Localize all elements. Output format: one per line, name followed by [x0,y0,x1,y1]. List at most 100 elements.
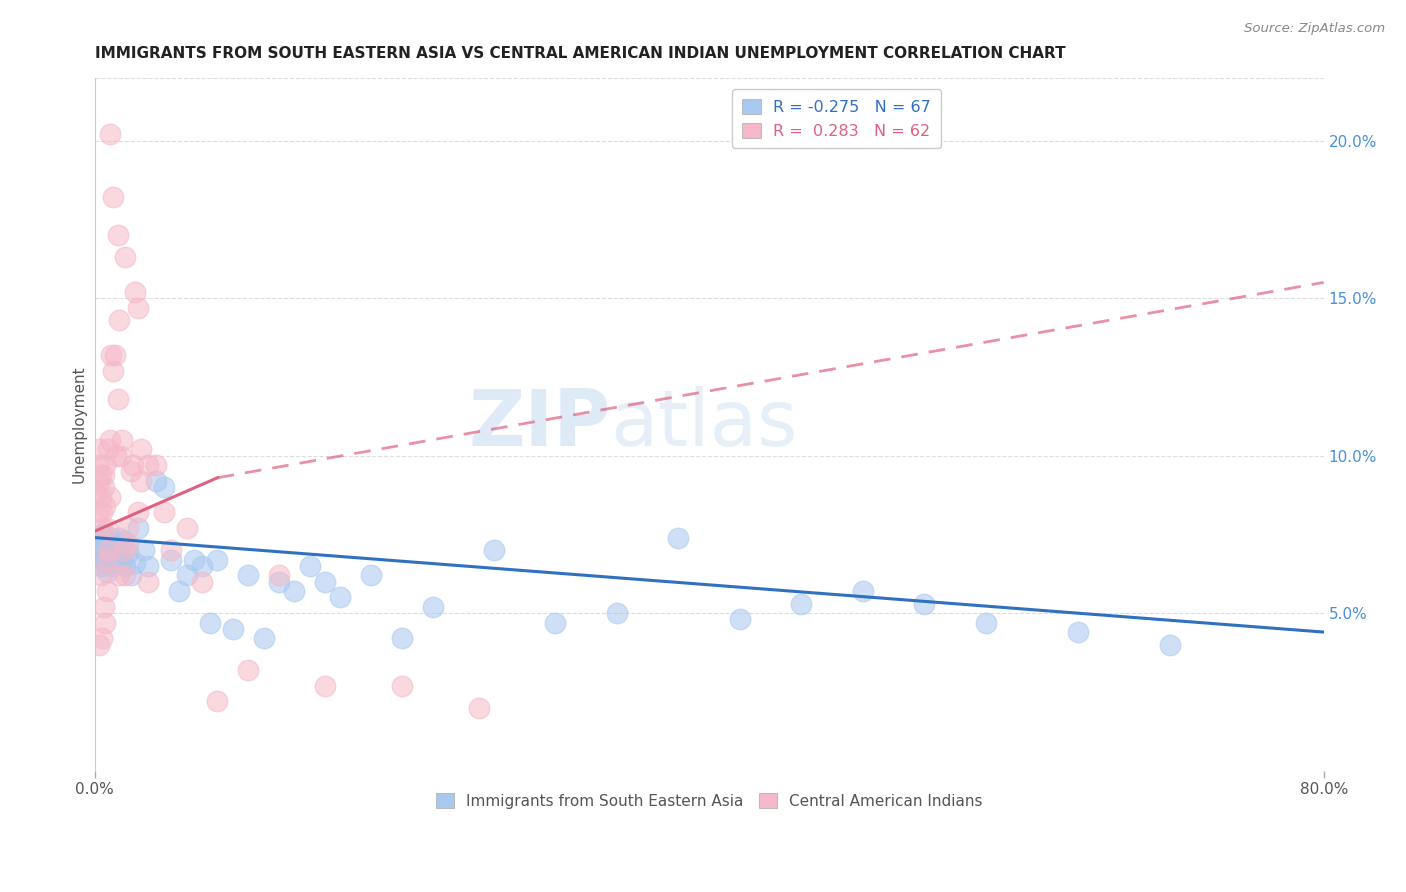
Point [93,527,115,541]
Point [974,615,997,630]
Point [110,449,132,463]
Point [391,679,413,693]
Point [422,599,444,614]
Point [98,543,121,558]
Point [127,521,149,535]
Point [108,531,131,545]
Point [132,543,155,558]
Point [103,552,125,566]
Point [668,531,690,545]
Point [107,228,129,243]
Point [138,574,160,589]
Point [91,505,114,519]
Point [482,543,505,558]
Point [114,250,136,264]
Point [89,543,111,558]
Point [100,348,122,362]
Text: Source: ZipAtlas.com: Source: ZipAtlas.com [1244,22,1385,36]
Point [124,285,146,299]
Point [90,568,112,582]
Point [98,556,121,570]
Point [89,442,111,457]
Point [122,458,145,472]
Point [101,363,124,377]
Point [98,433,121,447]
Point [111,433,134,447]
Point [790,597,813,611]
Point [103,348,125,362]
Point [222,622,245,636]
Point [111,552,134,566]
Point [97,537,120,551]
Point [94,549,117,564]
Point [90,467,112,482]
Text: ZIP: ZIP [468,386,610,462]
Point [90,527,112,541]
Point [84,486,107,500]
Point [108,313,131,327]
Point [117,537,139,551]
Point [107,556,129,570]
Point [129,474,152,488]
Point [96,521,118,535]
Point [101,537,124,551]
Point [112,533,135,548]
Point [138,558,160,573]
Point [112,543,135,558]
Point [93,540,115,554]
Text: IMMIGRANTS FROM SOUTH EASTERN ASIA VS CENTRAL AMERICAN INDIAN UNEMPLOYMENT CORRE: IMMIGRANTS FROM SOUTH EASTERN ASIA VS CE… [94,46,1066,62]
Point [90,490,112,504]
Legend: Immigrants from South Eastern Asia, Central American Indians: Immigrants from South Eastern Asia, Cent… [429,788,988,815]
Point [127,301,149,315]
Point [98,128,121,142]
Point [145,458,167,472]
Point [124,556,146,570]
Point [1159,638,1181,652]
Point [105,449,128,463]
Point [152,480,174,494]
Point [314,574,336,589]
Point [110,546,132,560]
Point [117,546,139,560]
Point [91,533,114,548]
Point [93,480,115,494]
Point [467,700,489,714]
Point [120,465,142,479]
Point [97,543,120,558]
Point [314,679,336,693]
Point [360,568,382,582]
Point [114,568,136,582]
Point [91,546,114,560]
Point [91,632,114,646]
Point [107,543,129,558]
Point [97,442,120,457]
Point [852,584,875,599]
Point [86,505,108,519]
Point [283,584,305,599]
Point [84,549,107,564]
Point [93,599,115,614]
Point [238,663,260,677]
Point [238,568,260,582]
Point [101,558,124,573]
Point [160,552,183,566]
Point [127,505,149,519]
Point [117,521,139,535]
Point [728,612,751,626]
Point [198,615,221,630]
Point [191,574,214,589]
Point [96,566,118,580]
Point [152,505,174,519]
Point [176,568,198,582]
Point [100,531,122,545]
Point [94,499,117,513]
Point [114,558,136,573]
Point [129,442,152,457]
Point [267,574,290,589]
Point [267,568,290,582]
Y-axis label: Unemployment: Unemployment [72,366,86,483]
Point [107,392,129,406]
Point [207,694,229,708]
Point [207,552,229,566]
Point [912,597,935,611]
